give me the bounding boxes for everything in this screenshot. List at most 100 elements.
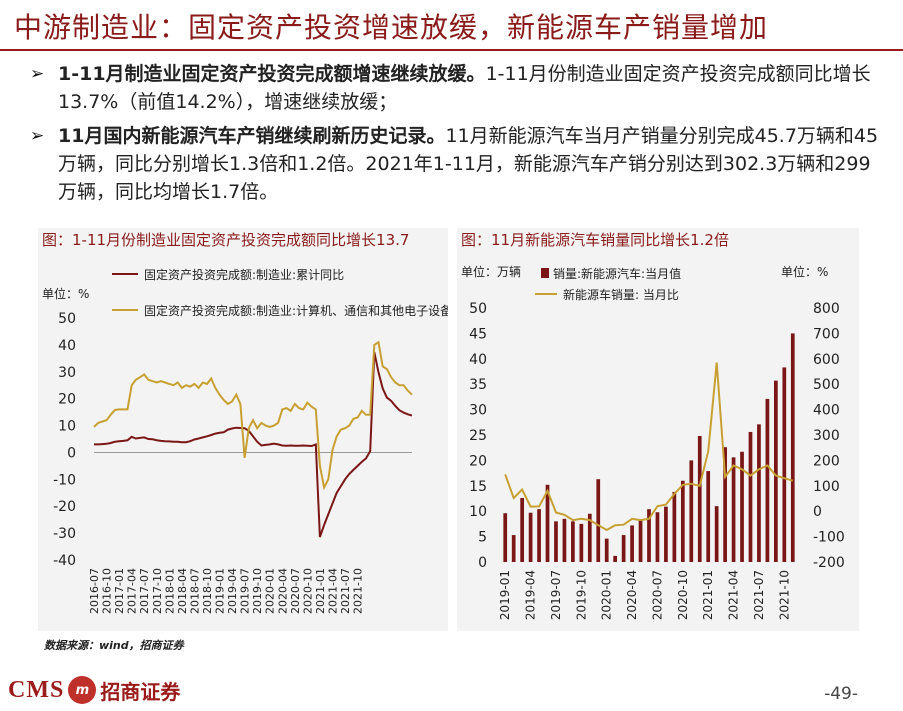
title-divider xyxy=(0,49,903,51)
y-tick-label: 40 xyxy=(58,338,76,354)
sales-bar xyxy=(528,512,533,562)
bullet-list: ➢ 1-11月制造业固定资产投资完成额增速继续放缓。1-11月份制造业固定资产投… xyxy=(30,60,880,212)
sales-bar xyxy=(520,497,525,562)
x-tick-label: 2018-07 xyxy=(188,568,201,614)
x-tick-label: 2019-04 xyxy=(524,570,538,620)
chart-title: 图：1-11月份制造业固定资产投资完成额同比增长13.7 xyxy=(42,231,410,249)
y-tick-label: 10 xyxy=(58,419,76,435)
x-tick-label: 2019-01 xyxy=(214,568,227,614)
legend-label: 新能源车销量: 当月比 xyxy=(563,287,679,302)
chart-panel-investment: 图：1-11月份制造业固定资产投资完成额同比增长13.7 单位：% 50 40 30 2… xyxy=(38,228,448,631)
y-right-tick-label: -200 xyxy=(813,555,845,571)
y-right-tick-label: 400 xyxy=(813,403,840,419)
x-tick-label: 2018-04 xyxy=(176,568,189,614)
sales-bar xyxy=(545,484,550,562)
nev-sales-chart: 单位：万辆 单位：%5045403530252015105080070060050… xyxy=(461,264,845,620)
legend-swatch xyxy=(541,268,549,278)
sales-bar xyxy=(587,513,592,562)
y-left-tick-label: 40 xyxy=(469,352,487,368)
sales-bar xyxy=(757,424,761,562)
y-left-tick-label: 20 xyxy=(469,453,487,469)
chart-panel-nev: 图：11月新能源汽车销量同比增长1.2倍 单位：万辆 单位：% 50 45 40 35 30… xyxy=(457,228,859,631)
page-number: -49- xyxy=(824,684,858,704)
series-line xyxy=(94,351,413,538)
x-tick-label: 2017-01 xyxy=(113,568,126,614)
sales-bar xyxy=(689,460,694,562)
y-tick-label: -20 xyxy=(53,499,76,515)
y-left-unit: 单位：万辆 xyxy=(461,264,521,279)
sales-bar xyxy=(773,380,778,562)
x-tick-label: 2021-10 xyxy=(352,568,365,614)
y-right-tick-label: 700 xyxy=(813,326,840,342)
y-tick-label: 20 xyxy=(58,392,76,408)
x-tick-label: 2020-04 xyxy=(625,570,639,620)
x-tick-label: 2019-10 xyxy=(574,570,588,620)
data-source: 数据来源：wind，招商证券 xyxy=(44,639,184,652)
bullet-heading: 11月国内新能源汽车产销继续刷新历史记录。 xyxy=(58,125,446,147)
x-tick-label: 2019-04 xyxy=(226,568,239,614)
investment-line-chart: 单位：% 50 40 30 20 10 0 -10 -20 -30 -40 2016-07 2016-1… xyxy=(42,268,448,614)
sales-bar xyxy=(596,479,601,562)
y-tick-label: -30 xyxy=(53,526,76,542)
sales-bar xyxy=(765,398,770,562)
x-tick-label: 2021-01 xyxy=(314,568,327,614)
y-tick-label: 0 xyxy=(67,445,76,461)
legend-label: 固定资产投资完成额:制造业:计算机、通信和其他电子设备制造业:累计同比 xyxy=(144,303,448,318)
y-left-tick-label: 25 xyxy=(469,428,487,444)
sales-bar xyxy=(604,538,609,562)
series-line xyxy=(93,340,413,491)
bullet-text: 1-11月份制造业固定资产投资完成额同比增长13.7%（前值14.2%），增速继… xyxy=(58,63,871,113)
y-right-tick-label: 300 xyxy=(813,428,840,444)
sales-bar xyxy=(731,457,736,562)
sales-bar xyxy=(790,333,795,562)
x-tick-label: 2020-07 xyxy=(289,568,302,614)
company-logo: CMS m 招商证券 xyxy=(8,675,180,705)
sales-bar xyxy=(664,506,668,562)
x-tick-label: 2020-10 xyxy=(676,570,690,620)
x-tick-label: 2017-10 xyxy=(151,568,164,614)
y-right-tick-label: 0 xyxy=(813,504,822,520)
y-left-tick-label: 10 xyxy=(469,504,487,520)
y-right-tick-label: 100 xyxy=(813,479,840,495)
y-right-tick-label: 500 xyxy=(813,377,840,393)
x-tick-label: 2021-07 xyxy=(752,570,766,620)
sales-bar xyxy=(748,431,753,562)
y-unit-label: 单位：% xyxy=(42,286,89,301)
bullet-arrow-icon: ➢ xyxy=(30,126,45,146)
x-tick-label: 2020-10 xyxy=(301,568,314,614)
sales-bar xyxy=(706,471,711,562)
y-left-tick-label: 35 xyxy=(469,377,487,393)
y-left-tick-label: 15 xyxy=(469,479,487,495)
sales-bar xyxy=(740,451,744,562)
y-tick-label: -40 xyxy=(53,553,76,569)
x-tick-label: 2020-01 xyxy=(264,568,277,614)
sales-bar xyxy=(647,509,651,562)
sales-bar xyxy=(680,480,685,562)
yoy-line xyxy=(504,362,794,532)
y-tick-label: 50 xyxy=(58,311,76,327)
bullet-text: 11月新能源汽车当月产销量分别完成45.7万辆和45万辆，同比分别增长1.3倍和… xyxy=(58,125,879,203)
x-tick-label: 2020-01 xyxy=(600,570,614,620)
legend-label: 销量:新能源汽车:当月值 xyxy=(553,266,681,281)
x-tick-label: 2019-01 xyxy=(498,570,512,620)
x-tick-label: 2016-10 xyxy=(101,568,114,614)
sales-bar xyxy=(571,521,575,562)
y-left-tick-label: 45 xyxy=(469,326,487,342)
sales-bar xyxy=(723,447,727,562)
x-tick-label: 2019-07 xyxy=(239,568,252,614)
y-right-tick-label: 600 xyxy=(813,352,840,368)
x-tick-label: 2021-01 xyxy=(701,570,715,620)
x-tick-label: 2019-07 xyxy=(549,570,563,620)
sales-bar xyxy=(621,535,626,562)
x-tick-label: 2017-07 xyxy=(138,568,151,614)
x-tick-label: 2021-07 xyxy=(339,568,352,614)
x-tick-label: 2021-10 xyxy=(777,570,791,620)
sales-bar xyxy=(554,521,558,562)
sales-bar xyxy=(562,518,567,562)
sales-bar xyxy=(697,436,702,562)
sales-bar xyxy=(613,555,618,562)
x-tick-label: 2021-04 xyxy=(727,570,741,620)
y-left-tick-label: 50 xyxy=(469,301,487,317)
sales-bar xyxy=(672,491,677,562)
y-right-unit: 单位：% xyxy=(781,264,828,279)
